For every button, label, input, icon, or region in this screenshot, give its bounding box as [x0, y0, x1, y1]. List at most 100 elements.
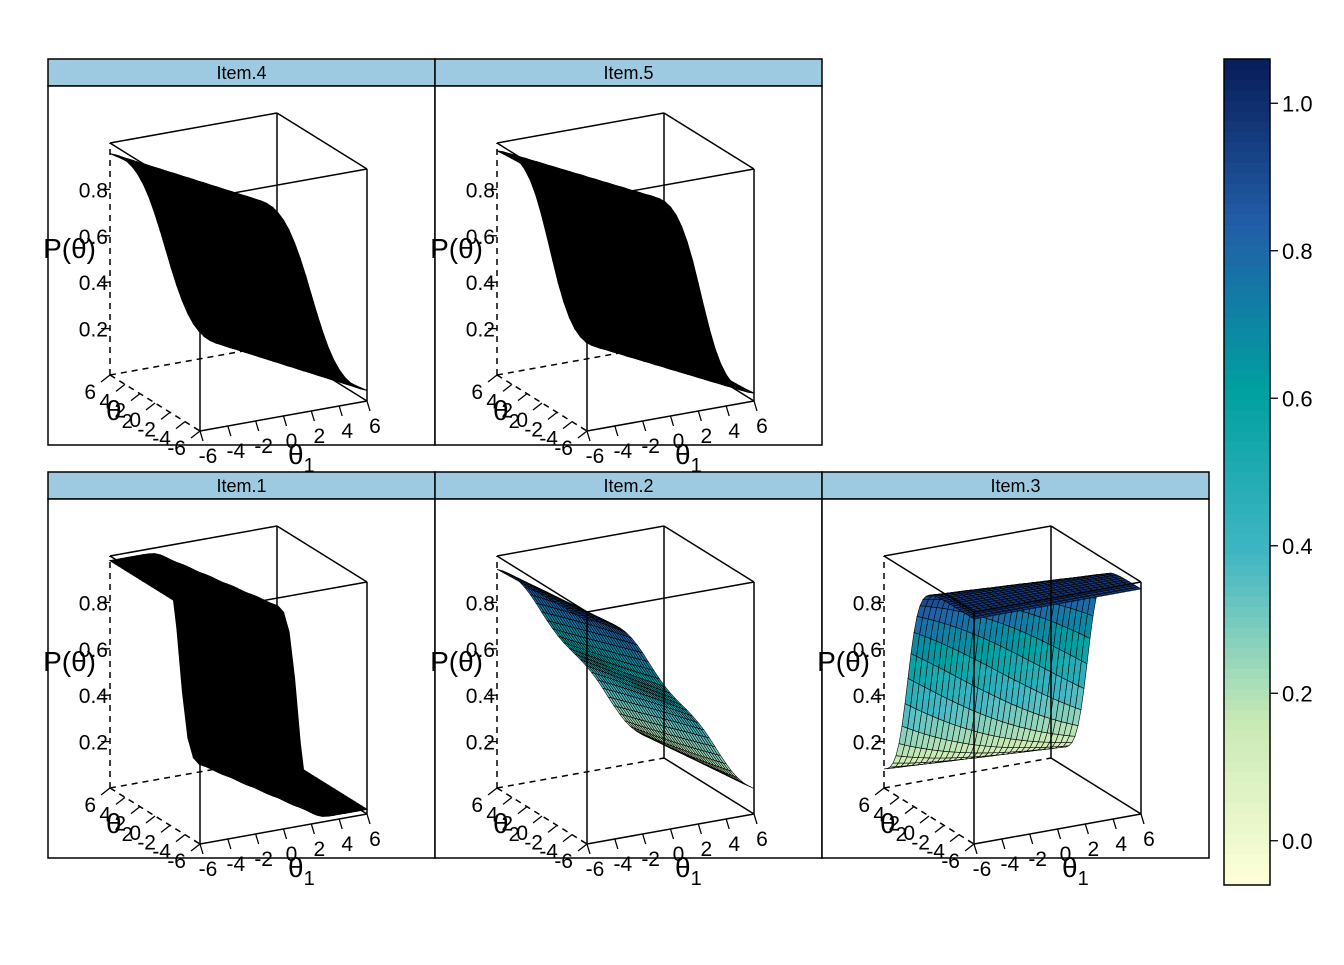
- colorbar-band: [1224, 131, 1270, 143]
- colorbar-band: [1224, 874, 1270, 886]
- colorbar-band: [1224, 678, 1270, 690]
- colorbar-band: [1224, 151, 1270, 163]
- x-tick-label: 6: [369, 415, 381, 438]
- colorbar-band: [1224, 337, 1270, 349]
- colorbar-band: [1224, 781, 1270, 793]
- x-tick-label: 2: [700, 425, 712, 448]
- z-axis-label: P(θ): [817, 646, 870, 677]
- colorbar-band: [1224, 410, 1270, 421]
- panel-strip-label: Item.2: [603, 476, 653, 496]
- colorbar-band: [1224, 69, 1270, 81]
- colorbar-band: [1224, 59, 1270, 70]
- colorbar-band: [1224, 244, 1270, 256]
- y-tick-label: -4: [152, 428, 171, 451]
- colorbar-band: [1224, 368, 1270, 380]
- colorbar-band: [1224, 585, 1270, 597]
- y-axis-label-sub: 2: [509, 824, 520, 846]
- panel-item-1: Item.1-6 -4 -2 0 2 4 66 4 2 0-2-4-60.20.40.60.8θ1…: [43, 471, 436, 890]
- z-tick-label: 0.8: [466, 592, 495, 615]
- colorbar-band: [1224, 110, 1270, 122]
- x-tick-label: 0: [286, 430, 298, 453]
- y-tick-label: -6: [167, 437, 186, 460]
- panel-item-4: Item.4-6 -4 -2 0 2 4 66 4 2 0-2-4-60.20.40.60.8θ1…: [43, 58, 436, 477]
- colorbar-tick-label: 1.0: [1282, 91, 1313, 116]
- x-tick-label: -6: [973, 858, 992, 881]
- y-tick-label: 0: [129, 409, 141, 432]
- y-tick-label: -2: [137, 418, 156, 441]
- x-tick-mark: [338, 405, 343, 417]
- panel-strip: [434, 58, 823, 87]
- colorbar-band: [1224, 513, 1270, 525]
- colorbar-band: [1224, 595, 1270, 607]
- z-axis-label: P(θ): [430, 646, 483, 677]
- colorbar-band: [1224, 193, 1270, 205]
- colorbar-band: [1224, 120, 1270, 132]
- z-axis-label: P(θ): [430, 233, 483, 264]
- x-tick-label: 4: [341, 833, 353, 856]
- box-edge: [276, 344, 368, 402]
- x-tick-label: -6: [199, 858, 218, 881]
- colorbar-band: [1224, 389, 1270, 401]
- x-tick-label: 6: [756, 828, 768, 851]
- z-tick-label: 0.2: [79, 732, 108, 755]
- z-tick-label: 0.8: [466, 179, 495, 202]
- colorbar-band: [1224, 730, 1270, 742]
- y-tick-mark: [130, 393, 141, 402]
- x-tick-label: -2: [254, 435, 273, 458]
- x-tick-label: 6: [756, 415, 768, 438]
- colorbar-band: [1224, 420, 1270, 432]
- y-tick-label: -6: [554, 850, 573, 873]
- colorbar-band: [1224, 430, 1270, 442]
- colorbar-band: [1224, 533, 1270, 545]
- colorbar-band: [1224, 657, 1270, 669]
- x-tick-label: -4: [1000, 853, 1019, 876]
- x-tick-label: 4: [1115, 833, 1127, 856]
- colorbar-band: [1224, 771, 1270, 783]
- colorbar-band: [1224, 203, 1270, 215]
- y-tick-mark: [190, 430, 201, 439]
- y-tick-label: 6: [471, 794, 483, 817]
- colorbar-tick-label: 0.8: [1282, 239, 1313, 264]
- x-tick-label: -2: [1028, 848, 1047, 871]
- colorbar-band: [1224, 864, 1270, 876]
- z-tick-label: 0.6: [79, 226, 108, 249]
- x-tick-mark: [282, 415, 288, 427]
- x-tick-label: -6: [199, 445, 218, 468]
- colorbar-band: [1224, 213, 1270, 225]
- surface: [496, 150, 755, 394]
- x-axis-label-sub: 1: [1078, 868, 1089, 890]
- colorbar-band: [1224, 89, 1270, 101]
- colorbar-band: [1224, 472, 1270, 483]
- panel-strip: [47, 58, 436, 87]
- x-tick-label: 6: [369, 828, 381, 851]
- panel-strip-label: Item.5: [603, 63, 653, 83]
- colorbar-band: [1224, 750, 1270, 762]
- colorbar-band: [1224, 544, 1270, 556]
- y-axis-label-sub: 2: [122, 824, 133, 846]
- box-edge: [109, 112, 278, 144]
- colorbar-band: [1224, 647, 1270, 659]
- z-tick-label: 0.4: [79, 685, 109, 708]
- x-tick-label: 4: [341, 420, 353, 443]
- surface-facet: [358, 387, 368, 391]
- x-tick-mark: [199, 430, 204, 442]
- colorbar-band: [1224, 709, 1270, 721]
- x-axis-label-sub: 1: [304, 868, 315, 890]
- y-tick-label: 6: [471, 381, 483, 404]
- colorbar-band: [1224, 492, 1270, 504]
- box-edge: [276, 112, 368, 170]
- x-tick-mark: [255, 420, 260, 432]
- x-tick-label: -4: [613, 440, 632, 463]
- y-tick-label: -6: [554, 437, 573, 460]
- z-axis-label: P(θ): [43, 646, 96, 677]
- colorbar-band: [1224, 141, 1270, 153]
- colorbar: 0.00.20.40.60.81.0: [1223, 58, 1313, 886]
- z-tick-label: 0.4: [466, 685, 496, 708]
- colorbar-band: [1224, 234, 1270, 246]
- colorbar-band: [1224, 172, 1270, 184]
- y-tick-mark: [115, 383, 126, 392]
- z-tick-label: 0.8: [79, 592, 108, 615]
- y-tick-label: 6: [84, 381, 96, 404]
